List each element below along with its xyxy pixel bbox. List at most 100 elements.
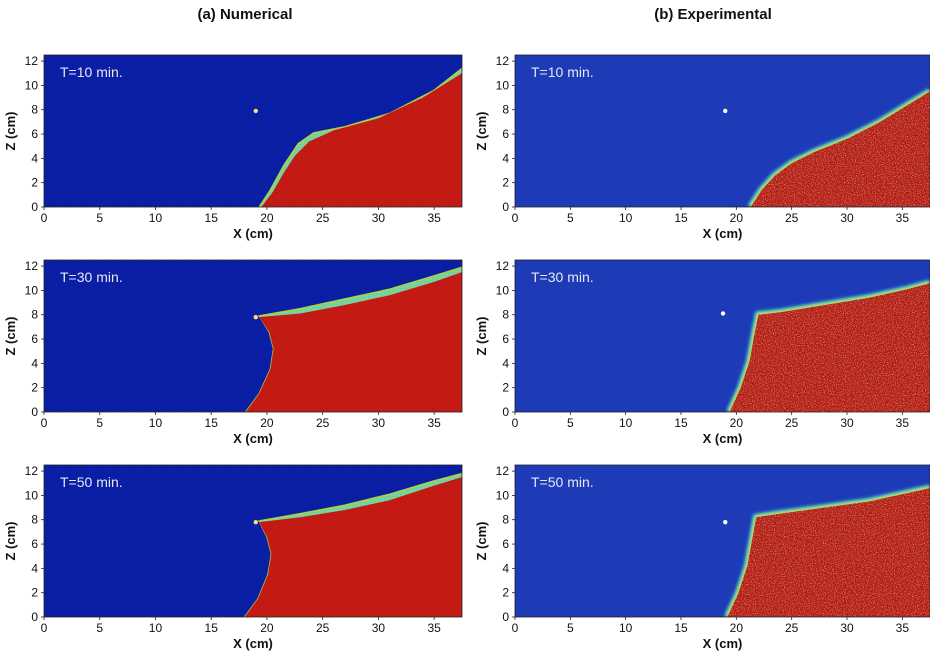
y-tick-label: 6: [502, 537, 509, 551]
x-tick-label: 0: [512, 416, 519, 430]
y-tick-label: 0: [502, 200, 509, 214]
y-tick-label: 6: [31, 127, 38, 141]
x-tick-label: 10: [149, 211, 163, 225]
x-tick-label: 25: [316, 416, 330, 430]
x-tick-label: 30: [372, 211, 386, 225]
plot-frame: [514, 54, 930, 208]
y-tick-label: 4: [502, 356, 509, 370]
x-tick-label: 5: [567, 621, 574, 635]
x-tick-label: 15: [674, 211, 688, 225]
x-tick-label: 10: [619, 621, 633, 635]
time-annotation: T=50 min.: [531, 474, 594, 490]
y-tick-label: 0: [502, 610, 509, 624]
x-tick-label: 5: [567, 416, 574, 430]
y-tick-label: 10: [25, 78, 39, 92]
x-tick-label: 25: [316, 211, 330, 225]
time-annotation: T=30 min.: [531, 269, 594, 285]
injection-point-marker: [720, 311, 726, 316]
y-tick-label: 6: [31, 537, 38, 551]
y-tick-label: 12: [25, 259, 39, 273]
x-tick-label: 20: [260, 416, 274, 430]
x-tick-label: 10: [149, 621, 163, 635]
injection-point-marker: [723, 519, 728, 525]
plot-num-10: T=10 min. 0 5 10 15 20 25 30 35 0 2 4 6 8 10 12 X (cm) Z …: [3, 54, 463, 241]
plot-exp-30: T=30 min. 0 5 10 15 20 25 30 35 0 2 4 6 8 10 12 X (cm) Z …: [474, 259, 930, 446]
plot-num-30: T=30 min. 0 5 10 15 20 25 30 35 0 2 4 6 8 10 12 X (cm) Z …: [3, 259, 463, 446]
x-tick-label: 25: [316, 621, 330, 635]
y-tick-label: 6: [502, 127, 509, 141]
y-axis-label: Z (cm): [3, 112, 18, 151]
x-axis-label: X (cm): [703, 431, 743, 446]
x-tick-label: 0: [41, 416, 48, 430]
x-axis-label: X (cm): [703, 226, 743, 241]
y-tick-label: 2: [31, 586, 38, 600]
y-tick-label: 0: [31, 200, 38, 214]
x-tick-label: 30: [840, 211, 854, 225]
mesh-grid: [44, 465, 462, 617]
y-axis-label: Z (cm): [3, 317, 18, 356]
y-tick-label: 12: [25, 464, 39, 478]
x-tick-label: 30: [840, 416, 854, 430]
x-tick-label: 30: [840, 621, 854, 635]
y-tick-label: 2: [31, 381, 38, 395]
x-tick-label: 20: [730, 416, 744, 430]
plot-frame: [43, 464, 463, 618]
time-annotation: T=30 min.: [60, 269, 123, 285]
injection-point-marker: [253, 314, 258, 320]
x-tick-label: 35: [896, 211, 910, 225]
mesh-grid: [44, 55, 462, 207]
y-tick-label: 4: [31, 356, 38, 370]
plot-area: [515, 260, 930, 412]
x-tick-label: 15: [674, 621, 688, 635]
y-tick-label: 8: [502, 103, 509, 117]
y-tick-label: 2: [502, 381, 509, 395]
x-tick-label: 0: [512, 211, 519, 225]
y-axis-label: Z (cm): [3, 522, 18, 561]
x-tick-label: 35: [427, 621, 441, 635]
x-tick-label: 5: [96, 211, 103, 225]
y-tick-label: 8: [502, 513, 509, 527]
injection-point-marker: [253, 519, 258, 525]
x-tick-label: 15: [674, 416, 688, 430]
plot-area: [515, 465, 930, 617]
plot-frame: [514, 259, 930, 413]
y-tick-label: 4: [502, 151, 509, 165]
x-tick-label: 5: [96, 621, 103, 635]
y-tick-label: 10: [25, 283, 39, 297]
plot-area: [44, 465, 462, 617]
y-tick-label: 12: [25, 54, 39, 68]
y-tick-label: 12: [496, 259, 510, 273]
y-tick-label: 6: [31, 332, 38, 346]
x-axis-label: X (cm): [233, 636, 273, 651]
injection-point-marker: [253, 108, 258, 114]
x-tick-label: 0: [41, 621, 48, 635]
x-axis-label: X (cm): [703, 636, 743, 651]
plot-frame: [514, 464, 930, 618]
x-tick-label: 5: [567, 211, 574, 225]
x-tick-label: 5: [96, 416, 103, 430]
y-tick-label: 4: [502, 561, 509, 575]
x-axis-label: X (cm): [233, 226, 273, 241]
plot-num-50: T=50 min. 0 5 10 15 20 25 30 35 0 2 4 6 8 10 12 X (cm) Z …: [3, 464, 463, 651]
time-annotation: T=10 min.: [60, 64, 123, 80]
column-title-numerical: (a) Numerical: [197, 6, 293, 23]
y-tick-label: 8: [31, 308, 38, 322]
x-tick-label: 35: [896, 621, 910, 635]
x-tick-label: 25: [785, 416, 799, 430]
mesh-grid: [44, 260, 462, 412]
x-tick-label: 35: [896, 416, 910, 430]
y-tick-label: 0: [31, 610, 38, 624]
plot-area: [515, 55, 930, 207]
y-axis-label: Z (cm): [474, 317, 489, 356]
x-tick-label: 10: [619, 211, 633, 225]
x-tick-label: 25: [785, 211, 799, 225]
x-tick-label: 30: [372, 416, 386, 430]
plot-frame: [43, 259, 463, 413]
y-axis-label: Z (cm): [474, 522, 489, 561]
plot-frame: [43, 54, 463, 208]
x-tick-label: 20: [260, 621, 274, 635]
y-tick-label: 10: [496, 78, 510, 92]
x-tick-label: 10: [149, 416, 163, 430]
time-annotation: T=50 min.: [60, 474, 123, 490]
